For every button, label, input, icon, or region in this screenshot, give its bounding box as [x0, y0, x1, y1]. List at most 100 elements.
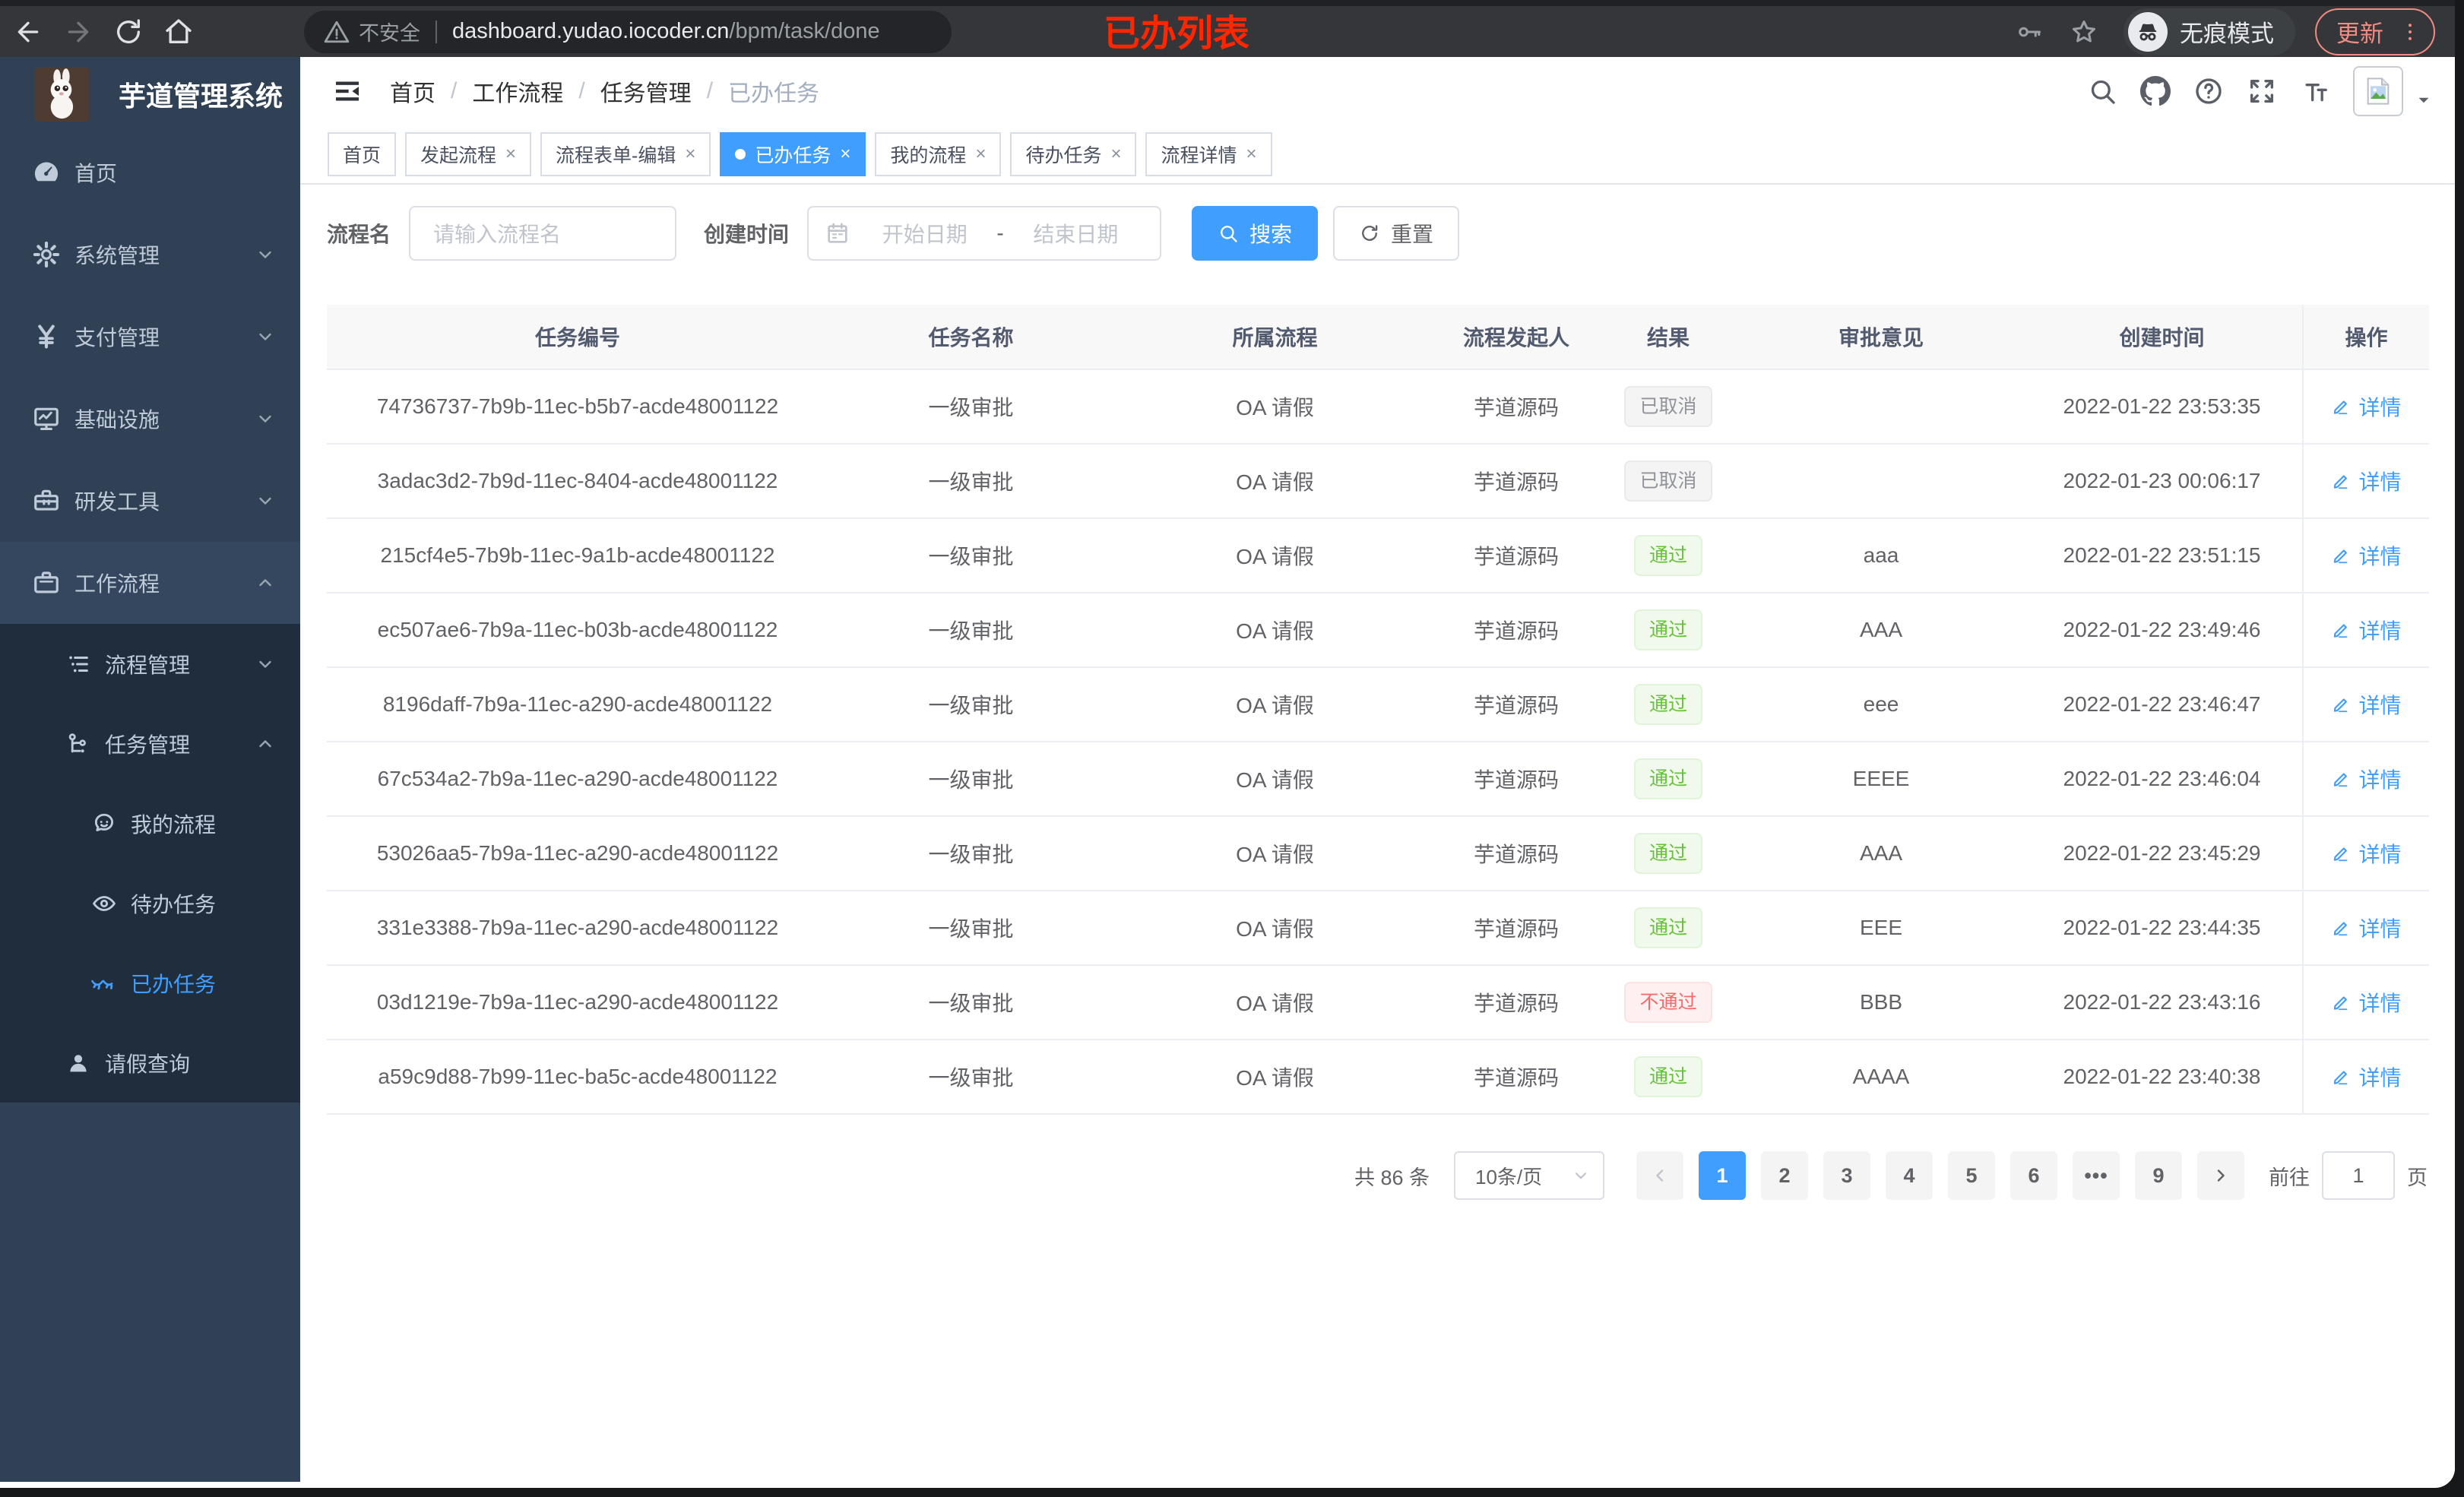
breadcrumb-item[interactable]: 工作流程 — [472, 81, 564, 106]
page-button-9[interactable]: 9 — [2135, 1151, 2182, 1200]
created-time-cell: 2022-01-22 23:44:35 — [2022, 891, 2303, 966]
sidebar-item-my-process[interactable]: 我的流程 — [0, 783, 300, 863]
task-name-cell: 一级审批 — [828, 369, 1113, 445]
process-cell: OA 请假 — [1113, 891, 1436, 966]
close-icon[interactable]: × — [975, 144, 987, 164]
detail-link[interactable]: 详情 — [2331, 764, 2402, 794]
detail-link[interactable]: 详情 — [2331, 689, 2402, 720]
column-header: 任务名称 — [828, 305, 1113, 370]
sidebar-item-process-management[interactable]: 流程管理 — [0, 624, 300, 704]
goto-page-input[interactable]: 1 — [2322, 1151, 2395, 1200]
sidebar-item-todo-tasks[interactable]: 待办任务 — [0, 863, 300, 943]
update-button[interactable]: 更新 — [2315, 8, 2435, 55]
page-button-6[interactable]: 6 — [2010, 1151, 2057, 1200]
page-button-5[interactable]: 5 — [1948, 1151, 1995, 1200]
next-page-button[interactable] — [2197, 1151, 2244, 1200]
sidebar-item-done-tasks[interactable]: 已办任务 — [0, 943, 300, 1023]
tab-流程表单-编辑[interactable]: 流程表单-编辑 × — [540, 132, 711, 176]
task-name-cell: 一级审批 — [828, 965, 1113, 1040]
detail-link[interactable]: 详情 — [2331, 391, 2402, 422]
detail-link[interactable]: 详情 — [2331, 1062, 2402, 1092]
font-size-icon[interactable] — [2300, 76, 2330, 106]
breadcrumb-item[interactable]: 首页 — [390, 81, 435, 106]
tab-已办任务[interactable]: 已办任务 × — [720, 132, 866, 176]
created-time-cell: 2022-01-22 23:45:29 — [2022, 816, 2303, 891]
close-icon[interactable]: × — [1246, 144, 1257, 164]
close-icon[interactable]: × — [505, 144, 517, 164]
security-warning[interactable]: 不安全 — [359, 22, 420, 45]
star-icon[interactable] — [2070, 18, 2098, 46]
start-date-placeholder[interactable]: 开始日期 — [882, 223, 968, 246]
tab-首页[interactable]: 首页 — [328, 132, 397, 176]
address-bar[interactable]: 不安全 dashboard.yudao.iocoder.cn/bpm/task/… — [304, 10, 952, 53]
gear-icon — [32, 240, 61, 269]
page-button-2[interactable]: 2 — [1761, 1151, 1808, 1200]
key-icon[interactable] — [2016, 18, 2043, 46]
home-icon[interactable] — [157, 10, 201, 54]
sidebar-item-home[interactable]: 首页 — [0, 131, 300, 214]
status-badge: 已取消 — [1624, 460, 1712, 502]
back-icon[interactable] — [6, 10, 50, 54]
sidebar-item-infrastructure[interactable]: 基础设施 — [0, 378, 300, 460]
sidebar-item-workflow[interactable]: 工作流程 — [0, 542, 300, 624]
tab-流程详情[interactable]: 流程详情 × — [1145, 132, 1272, 176]
tab-待办任务[interactable]: 待办任务 × — [1010, 132, 1137, 176]
edit-icon — [2331, 471, 2351, 491]
detail-link[interactable]: 详情 — [2331, 913, 2402, 943]
sidebar-item-payment-management[interactable]: 支付管理 — [0, 296, 300, 378]
breadcrumb-item[interactable]: 任务管理 — [600, 81, 692, 106]
search-button[interactable]: 搜索 — [1192, 206, 1319, 261]
operation-cell: 详情 — [2302, 816, 2429, 891]
sidebar-item-dev-tools[interactable]: 研发工具 — [0, 460, 300, 542]
reload-icon[interactable] — [106, 10, 150, 54]
result-cell: 通过 — [1596, 518, 1740, 593]
sidebar-item-label: 已办任务 — [131, 972, 217, 996]
page-size-select[interactable]: 10条/页 — [1454, 1151, 1604, 1200]
date-range-input[interactable]: 开始日期 - 结束日期 — [807, 206, 1162, 261]
search-icon[interactable] — [2087, 76, 2117, 106]
breadcrumb-separator: / — [578, 78, 585, 103]
help-icon[interactable] — [2193, 76, 2224, 106]
page-button-3[interactable]: 3 — [1823, 1151, 1870, 1200]
end-date-placeholder[interactable]: 结束日期 — [1033, 223, 1119, 246]
sidebar-collapse-icon[interactable] — [332, 76, 363, 106]
operation-cell: 详情 — [2302, 1040, 2429, 1115]
close-icon[interactable]: × — [840, 144, 851, 164]
fullscreen-icon[interactable] — [2247, 76, 2277, 106]
page-button-4[interactable]: 4 — [1886, 1151, 1933, 1200]
face-icon — [91, 811, 117, 837]
process-name-input[interactable]: 请输入流程名 — [409, 206, 677, 261]
detail-link[interactable]: 详情 — [2331, 540, 2402, 571]
page-button-1[interactable]: 1 — [1699, 1151, 1746, 1200]
process-cell: OA 请假 — [1113, 667, 1436, 742]
avatar-caret-icon[interactable] — [2415, 92, 2432, 109]
result-cell: 通过 — [1596, 816, 1740, 891]
starter-cell: 芋道源码 — [1436, 369, 1596, 445]
detail-link[interactable]: 详情 — [2331, 838, 2402, 869]
close-icon[interactable]: × — [685, 144, 696, 164]
sidebar-item-leave-query[interactable]: 请假查询 — [0, 1023, 300, 1103]
avatar[interactable] — [2353, 66, 2403, 116]
tab-发起流程[interactable]: 发起流程 × — [405, 132, 532, 176]
sidebar-item-system-management[interactable]: 系统管理 — [0, 214, 300, 296]
comment-cell — [1740, 369, 2022, 445]
process-cell: OA 请假 — [1113, 444, 1436, 519]
detail-link[interactable]: 详情 — [2331, 466, 2402, 496]
operation-cell: 详情 — [2302, 891, 2429, 966]
menu-dots-icon[interactable] — [2399, 21, 2421, 43]
status-badge: 通过 — [1633, 684, 1702, 725]
tab-我的流程[interactable]: 我的流程 × — [875, 132, 1002, 176]
github-icon[interactable] — [2140, 76, 2171, 106]
process-cell: OA 请假 — [1113, 518, 1436, 593]
reset-button[interactable]: 重置 — [1333, 206, 1460, 261]
detail-link[interactable]: 详情 — [2331, 987, 2402, 1018]
more-pages-button[interactable]: ••• — [2073, 1151, 2120, 1200]
table-row: 8196daff-7b9a-11ec-a290-acde48001122 一级审批… — [327, 667, 2429, 742]
edit-icon — [2331, 397, 2351, 416]
date-separator: - — [996, 221, 1004, 245]
close-icon[interactable]: × — [1110, 144, 1122, 164]
tab-label: 发起流程 — [420, 145, 497, 166]
detail-link[interactable]: 详情 — [2331, 615, 2402, 645]
sidebar-item-task-management[interactable]: 任务管理 — [0, 704, 300, 783]
comment-cell: EEE — [1740, 891, 2022, 966]
